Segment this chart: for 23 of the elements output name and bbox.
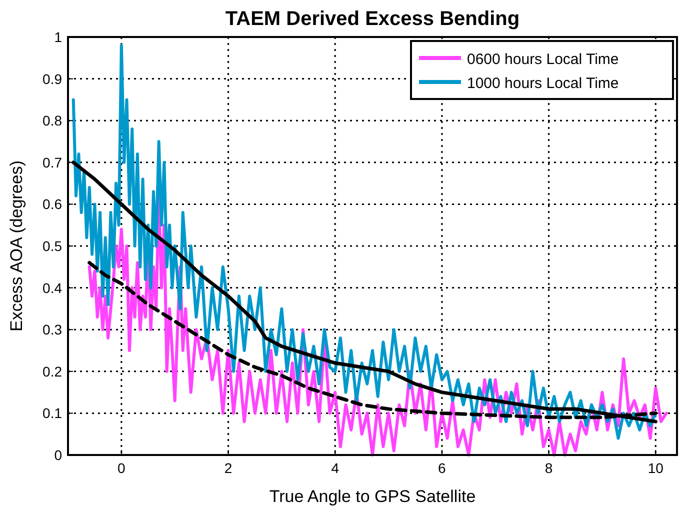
y-tick-label: 0.8 (42, 112, 62, 129)
x-tick-label: 4 (331, 460, 340, 476)
y-tick-label: 0.6 (42, 196, 62, 212)
x-tick-label: 0 (118, 460, 126, 476)
x-tick-label: 2 (224, 460, 232, 476)
y-tick-label: 0.9 (42, 70, 62, 87)
legend-label: 1000 hours Local Time (467, 75, 619, 92)
y-tick-label: 0.1 (42, 405, 62, 422)
x-tick-label: 10 (648, 460, 664, 476)
y-tick-label: 0.5 (42, 238, 62, 254)
y-axis-title: Excess AOA (degrees) (7, 160, 26, 332)
y-tick-label: 0.7 (42, 154, 62, 170)
x-axis-title: True Angle to GPS Satellite (269, 487, 476, 506)
y-tick-label: 0.2 (42, 363, 62, 380)
line-series (72, 44, 658, 440)
y-tick-label: 0.3 (42, 322, 62, 338)
y-tick-label: 0 (54, 447, 62, 463)
legend-label: 0600 hours Local Time (467, 51, 619, 68)
x-tick-label: 6 (438, 460, 446, 476)
y-tick-label: 0.4 (42, 280, 62, 296)
y-tick-label: 1 (54, 29, 62, 45)
chart-title: TAEM Derived Excess Bending (225, 8, 520, 30)
x-tick-label: 8 (544, 460, 553, 476)
